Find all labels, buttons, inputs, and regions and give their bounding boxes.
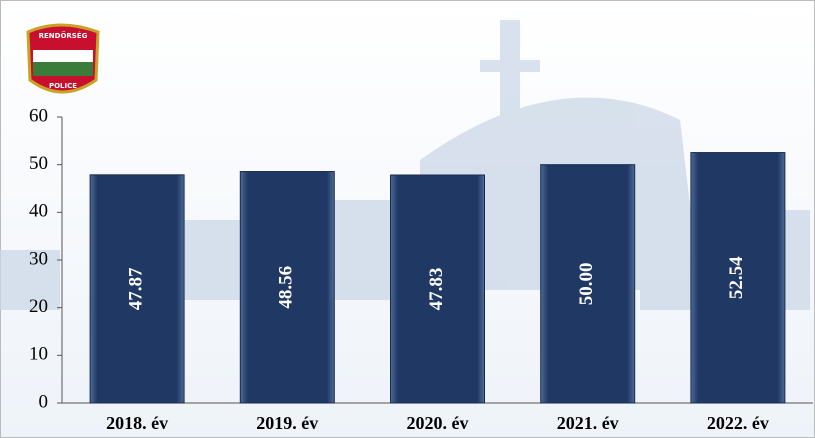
bar [89, 174, 185, 404]
y-tick-label: 50 [29, 153, 48, 174]
bar [239, 171, 335, 404]
value-label: 47.83 [426, 268, 447, 311]
bar [390, 174, 485, 404]
y-tick-label: 60 [29, 105, 48, 126]
x-tick-label: 2019. év [256, 413, 318, 433]
y-tick-label: 20 [29, 296, 48, 317]
x-tick-label: 2018. év [106, 413, 168, 433]
y-tick-label: 0 [39, 391, 49, 412]
logo-top: RENDŐRSÉG [39, 31, 88, 40]
x-tick-label: 2021. év [557, 413, 619, 433]
value-label: 47.87 [125, 267, 146, 310]
logo-bottom: POLICE [49, 82, 77, 90]
y-tick-label: 40 [29, 201, 48, 222]
logo: RENDŐRSÉG POLICE [26, 23, 100, 94]
x-tick-label: 2022. év [707, 413, 769, 433]
value-label: 50.00 [576, 262, 597, 305]
value-label: 52.54 [726, 256, 747, 299]
bar [690, 152, 786, 404]
bar [540, 164, 636, 404]
x-tick-label: 2020. év [407, 413, 469, 433]
value-label: 48.56 [276, 266, 297, 309]
y-tick-label: 10 [29, 344, 48, 365]
y-tick-label: 30 [29, 248, 48, 269]
